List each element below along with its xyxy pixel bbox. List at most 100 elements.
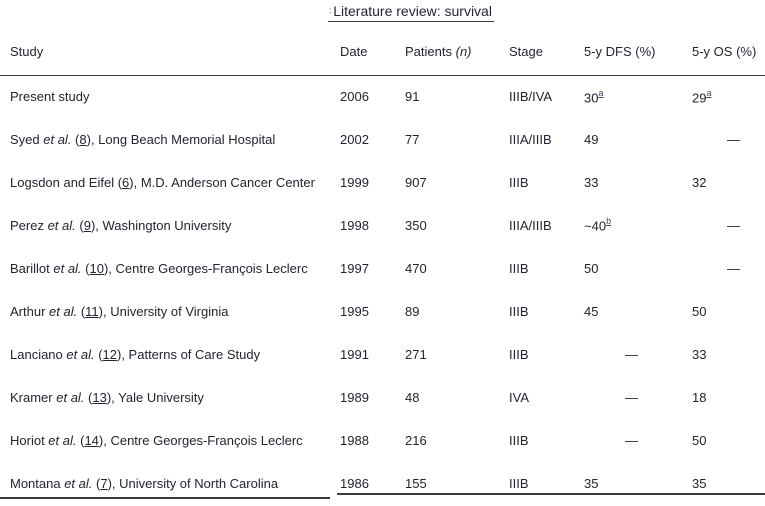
table-row: Syed et al. (8), Long Beach Memorial Hos… [0, 118, 765, 161]
value-text: 32 [692, 175, 707, 190]
reference-link[interactable]: 14 [84, 433, 99, 448]
study-text: ( [77, 304, 86, 319]
study-text: ( [76, 433, 85, 448]
table-row: Montana et al. (7), University of North … [0, 462, 765, 505]
stage-cell: IIIB [509, 476, 529, 491]
column-header-date: Date [340, 43, 368, 59]
column-header-os: 5-y OS (%) [692, 43, 757, 59]
study-text: ), Centre Georges-François Leclerc [103, 261, 308, 276]
table-row: Perez et al. (9), Washington University 1… [0, 204, 765, 247]
reference-link[interactable]: 9 [83, 218, 91, 233]
reference-link[interactable]: 8 [79, 132, 87, 147]
date-cell: 1997 [340, 261, 369, 276]
study-cell: Perez et al. (9), Washington University [0, 204, 330, 247]
os-cell: — [660, 204, 765, 247]
reference-link[interactable]: 11 [85, 304, 99, 319]
study-text: ), Washington University [90, 218, 232, 233]
os-cell: 50 [660, 419, 765, 462]
patients-cell: 91 [405, 89, 420, 105]
no-data-dash: — [727, 218, 740, 233]
study-text: Syed [10, 132, 44, 147]
dfs-cell: ~40b [580, 204, 660, 247]
column-header-patients: Patients (n) [400, 28, 505, 75]
stage-cell: IIIA/IIIB [509, 132, 552, 147]
os-cell: 29a [660, 75, 765, 118]
footnote-link[interactable]: b [606, 216, 612, 227]
etal-text: et al. [56, 390, 85, 405]
patients-cell: 271 [405, 347, 427, 362]
study-text: ( [92, 476, 101, 491]
no-data-dash: — [727, 261, 740, 276]
bottom-rule-left [0, 497, 330, 499]
literature-table: Study Date Patients (n) Stage 5-y DFS (%… [0, 28, 765, 505]
stage-cell: IIIB [509, 433, 529, 448]
study-text: Barillot [10, 261, 54, 276]
reference-link[interactable]: 7 [100, 476, 108, 491]
table-row: Arthur et al. (11), University of Virgin… [0, 290, 765, 333]
study-cell: Syed et al. (8), Long Beach Memorial Hos… [0, 118, 330, 161]
no-data-dash: — [727, 132, 740, 147]
study-text: Lanciano [10, 347, 67, 362]
table-body: Present study 2006 91 IIIB/IVA 30a 29a Syed et… [0, 75, 765, 505]
study-text: ( [81, 261, 90, 276]
dfs-cell: 49 [580, 118, 660, 161]
table-caption-row: : Literature review: survival [0, 0, 765, 28]
stage-cell: IIIB [509, 261, 529, 276]
study-cell: Arthur et al. (11), University of Virgin… [0, 290, 330, 333]
study-text: ), M.D. Anderson Cancer Center [129, 175, 315, 190]
patients-cell: 216 [405, 433, 427, 448]
stage-cell: IIIB/IVA [509, 89, 553, 105]
value-text: 50 [584, 261, 599, 276]
date-cell: 1986 [340, 476, 369, 491]
os-cell: 35 [660, 462, 765, 505]
no-data-dash: — [625, 433, 638, 448]
patients-cell: 48 [405, 390, 420, 405]
reference-link[interactable]: 12 [102, 347, 117, 362]
stage-cell: IIIB [509, 347, 529, 362]
no-data-dash: — [625, 347, 638, 362]
value-text: ~40 [584, 218, 607, 234]
study-text: Horiot [10, 433, 49, 448]
column-header-stage: Stage [509, 43, 543, 59]
reference-link[interactable]: 13 [92, 390, 107, 405]
value-text: 50 [692, 304, 707, 319]
table-title-prefix: : [329, 6, 332, 15]
footnote-link[interactable]: a [598, 87, 604, 98]
study-text: Kramer [10, 390, 57, 405]
value-text: 50 [692, 433, 707, 448]
study-text: Logsdon and Eifel ( [10, 175, 123, 190]
patients-n-label: (n) [455, 43, 472, 59]
table-row: Kramer et al. (13), Yale University 1989 4… [0, 376, 765, 419]
dfs-cell: — [580, 419, 660, 462]
value-text: 33 [692, 347, 707, 362]
dfs-cell: — [580, 333, 660, 376]
table-title[interactable]: : Literature review: survival [328, 3, 494, 22]
table-header: Study Date Patients (n) Stage 5-y DFS (%… [0, 28, 765, 75]
value-text: 35 [692, 476, 707, 491]
stage-cell: IIIB [509, 304, 529, 319]
study-cell: Montana et al. (7), University of North … [0, 462, 330, 505]
study-cell: Kramer et al. (13), Yale University [0, 376, 330, 419]
os-cell: 32 [660, 161, 765, 204]
etal-text: et al. [66, 347, 95, 362]
patients-label: Patients [405, 43, 452, 59]
date-cell: 1988 [340, 433, 369, 448]
etal-text: et al. [49, 304, 78, 319]
date-cell: 1999 [340, 175, 369, 190]
study-text: ), Yale University [106, 390, 204, 405]
date-cell: 1991 [340, 347, 369, 362]
date-cell: 1995 [340, 304, 369, 319]
table-row: Present study 2006 91 IIIB/IVA 30a 29a [0, 75, 765, 118]
patients-cell: 350 [405, 218, 427, 233]
reference-link[interactable]: 6 [122, 175, 130, 190]
bottom-rule-right [337, 493, 765, 495]
no-data-dash: — [625, 390, 638, 405]
reference-link[interactable]: 10 [89, 261, 104, 276]
value-text: 29 [692, 89, 707, 105]
os-cell: 50 [660, 290, 765, 333]
patients-cell: 155 [405, 476, 427, 491]
patients-cell: 89 [405, 304, 420, 319]
footnote-link[interactable]: a [706, 87, 712, 98]
study-cell: Horiot et al. (14), Centre Georges-Franç… [0, 419, 330, 462]
study-text: ), University of Virginia [98, 304, 229, 319]
